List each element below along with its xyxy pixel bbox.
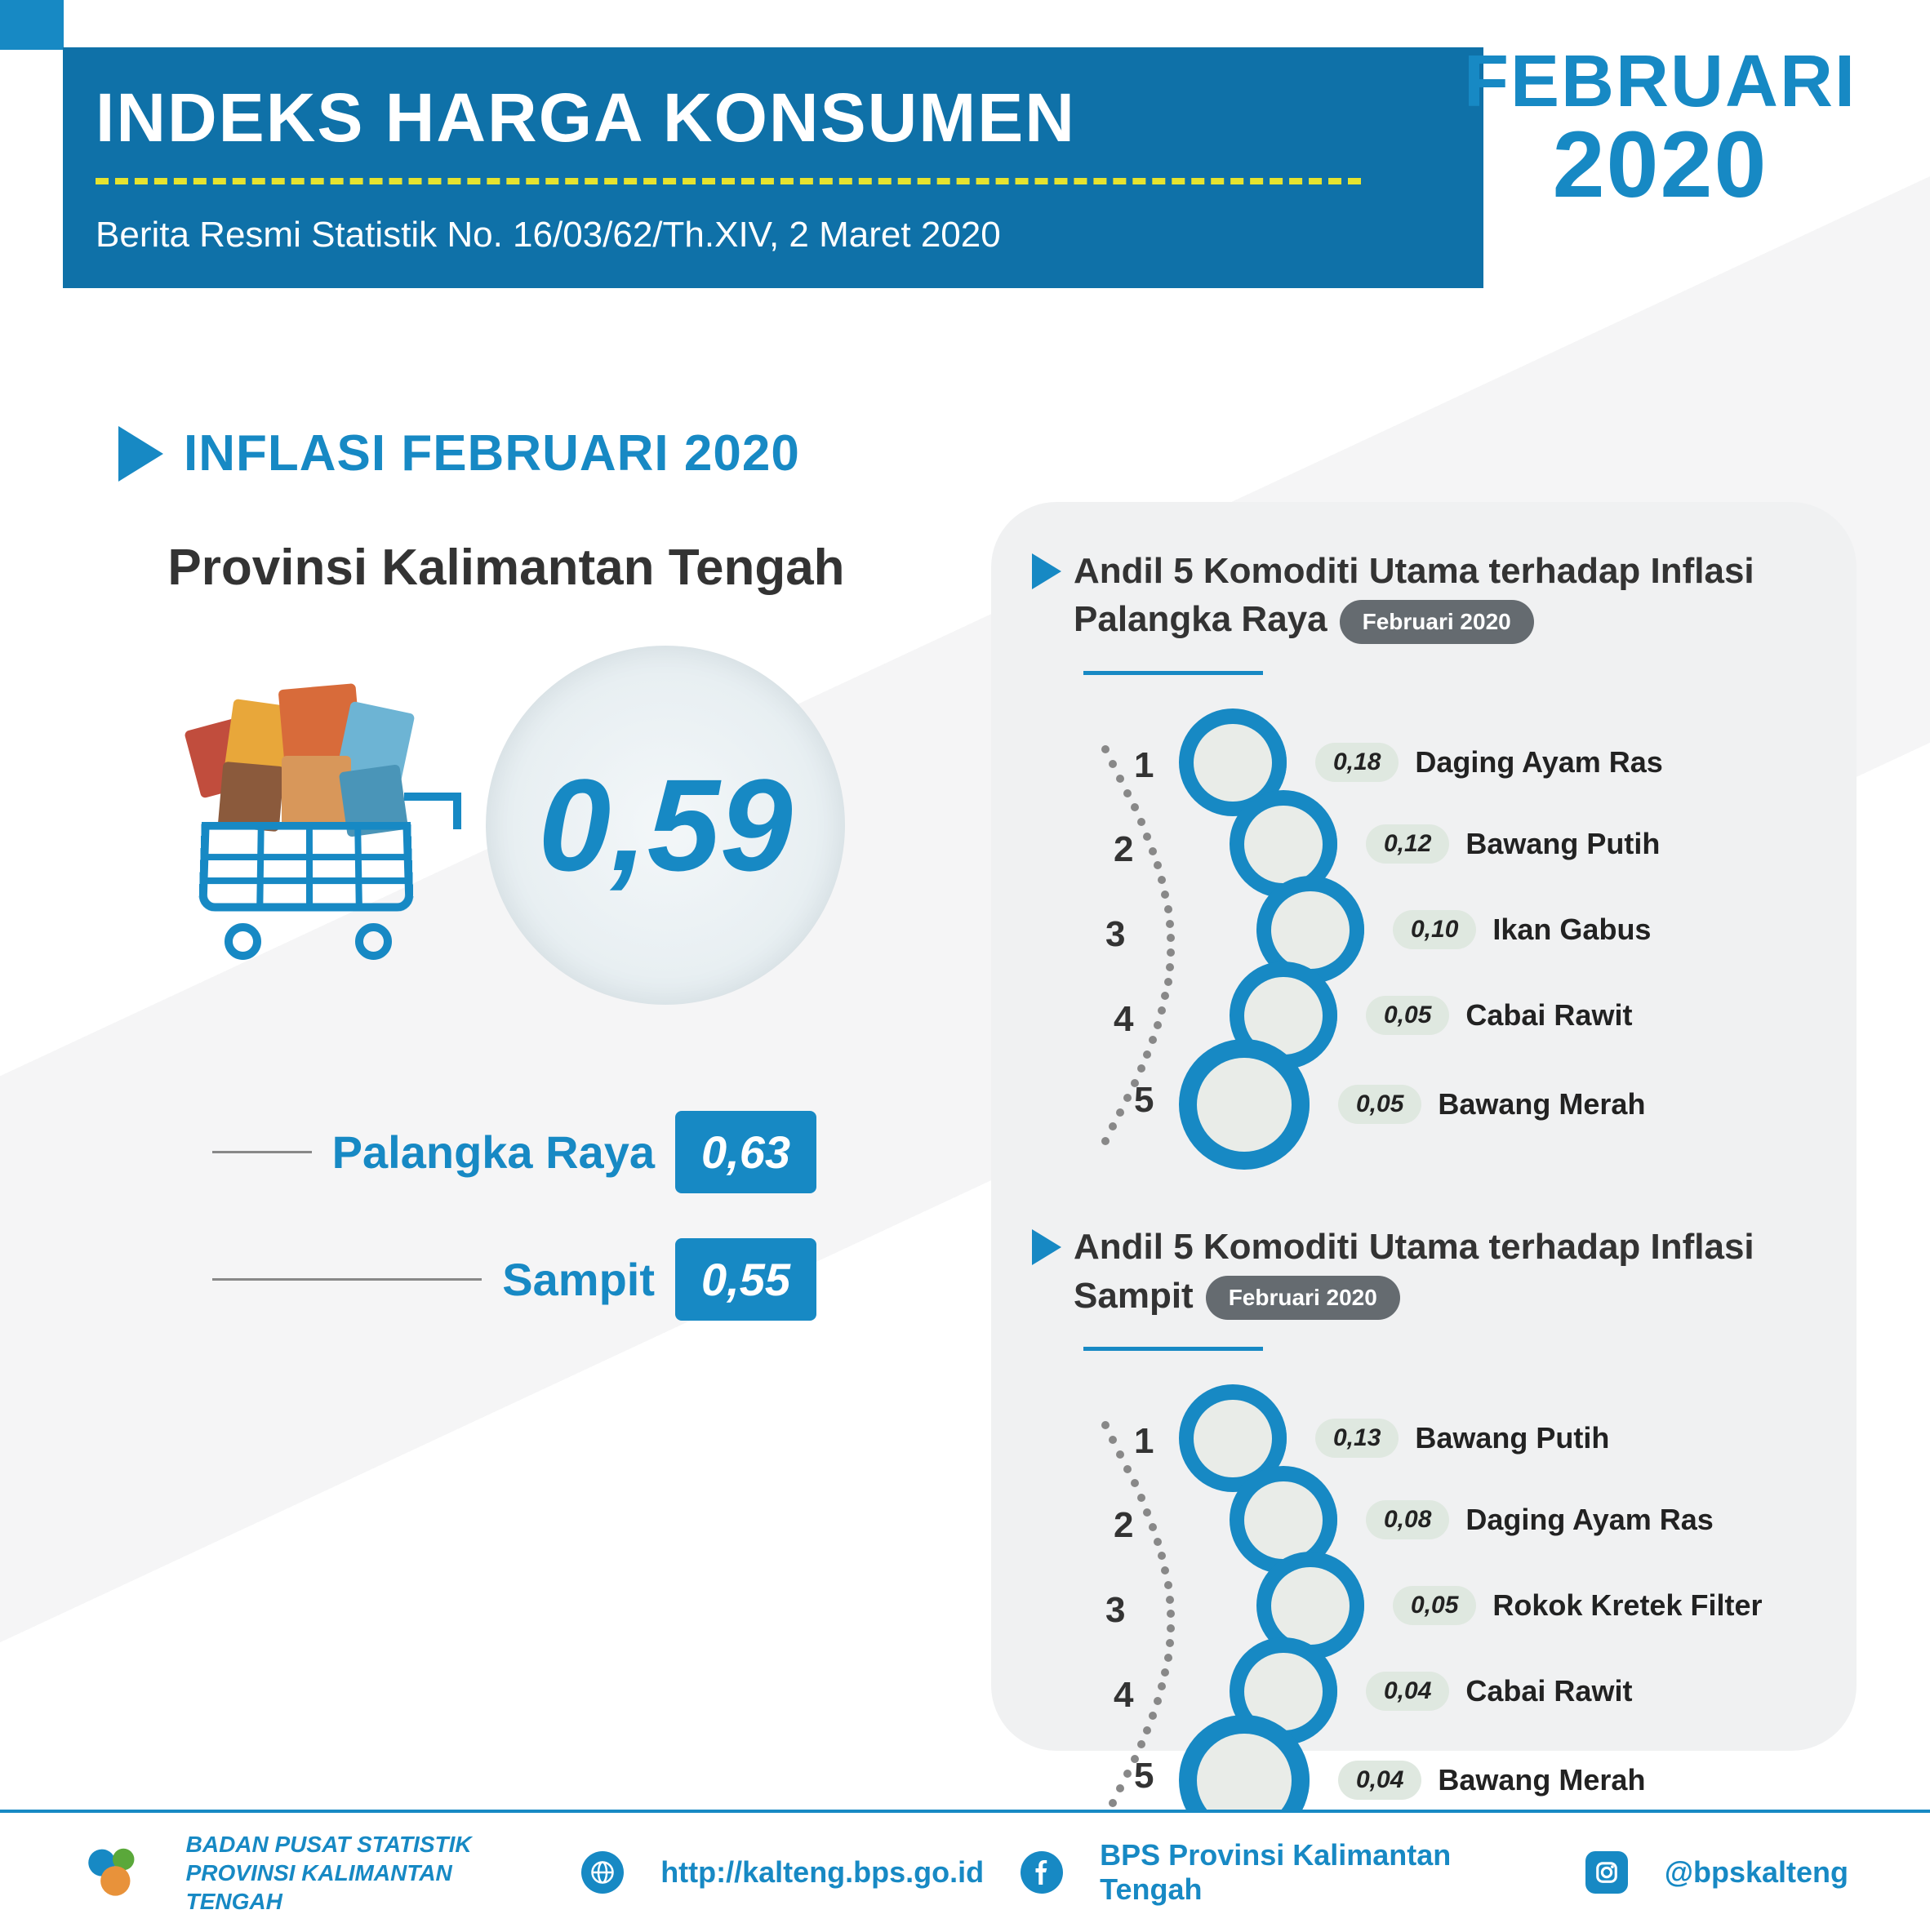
commodity-rank: 2 — [1114, 829, 1133, 870]
footer-web: http://kalteng.bps.go.id — [660, 1855, 984, 1890]
city-value: 0,55 — [675, 1238, 816, 1321]
city-value: 0,63 — [675, 1111, 816, 1193]
commodity-bubble — [1179, 1039, 1310, 1170]
commodity-group-title: Andil 5 Komoditi Utama terhadap InflasiS… — [1074, 1223, 1754, 1368]
commodity-label: Rokok Kretek Filter — [1492, 1588, 1762, 1623]
commodity-label: Daging Ayam Ras — [1465, 1503, 1713, 1537]
commodity-value: 0,13 — [1315, 1419, 1399, 1458]
city-row: Palangka Raya 0,63 — [212, 1111, 816, 1193]
commodity-rank: 1 — [1134, 745, 1154, 786]
facebook-icon — [1021, 1851, 1063, 1894]
commodity-value: 0,18 — [1315, 743, 1399, 782]
left-panel: Provinsi Kalimantan Tengah 0,59 Palangka… — [65, 539, 947, 1366]
triangle-icon — [1032, 1229, 1061, 1265]
footer-ig: @bpskalteng — [1665, 1855, 1848, 1890]
commodity-rank: 3 — [1105, 1590, 1125, 1631]
commodity-label: Bawang Merah — [1438, 1087, 1645, 1121]
city-list: Palangka Raya 0,63 Sampit 0,55 — [212, 1111, 947, 1321]
header-banner: INDEKS HARGA KONSUMEN Berita Resmi Stati… — [63, 47, 1483, 288]
commodity-value: 0,05 — [1338, 1085, 1421, 1124]
commodity-group-header: Andil 5 Komoditi Utama terhadap InflasiP… — [1032, 547, 1816, 692]
commodity-rank: 3 — [1105, 914, 1125, 955]
triangle-icon — [1032, 553, 1061, 589]
header-divider — [96, 178, 1361, 184]
commodity-rank: 4 — [1114, 1675, 1133, 1716]
commodity-label: Cabai Rawit — [1465, 1674, 1632, 1708]
header-subtitle: Berita Resmi Statistik No. 16/03/62/Th.X… — [96, 215, 1001, 255]
section-header: INFLASI FEBRUARI 2020 — [118, 424, 800, 482]
footer-fb: BPS Provinsi Kalimantan Tengah — [1100, 1838, 1549, 1907]
period-box: FEBRUARI 2020 — [1464, 45, 1857, 212]
commodity-label: Cabai Rawit — [1465, 998, 1632, 1033]
commodity-value: 0,08 — [1366, 1500, 1449, 1539]
bps-logo-icon — [82, 1838, 149, 1908]
org-name: BADAN PUSAT STATISTIKPROVINSI KALIMANTAN… — [186, 1830, 545, 1916]
globe-icon — [581, 1851, 624, 1894]
commodity-rank: 1 — [1134, 1421, 1154, 1462]
period-month: FEBRUARI — [1464, 45, 1857, 118]
period-pill: Februari 2020 — [1340, 600, 1534, 644]
period-pill: Februari 2020 — [1206, 1276, 1400, 1320]
main-value-circle: 0,59 — [486, 646, 845, 1005]
commodity-value: 0,05 — [1393, 1586, 1476, 1625]
commodity-image-icon — [1244, 1481, 1322, 1559]
commodity-label: Bawang Putih — [1465, 827, 1660, 861]
footer: BADAN PUSAT STATISTIKPROVINSI KALIMANTAN… — [0, 1810, 1930, 1932]
corner-accent — [0, 0, 64, 50]
commodity-label: Daging Ayam Ras — [1415, 745, 1662, 779]
commodity-rank: 5 — [1134, 1756, 1154, 1797]
city-row: Sampit 0,55 — [212, 1238, 816, 1321]
city-name: Sampit — [502, 1253, 655, 1306]
commodity-label: Bawang Merah — [1438, 1763, 1645, 1797]
commodity-value: 0,04 — [1338, 1761, 1421, 1800]
commodity-value: 0,05 — [1366, 996, 1449, 1035]
commodity-image-icon — [1244, 806, 1322, 883]
commodity-rank: 2 — [1114, 1505, 1133, 1546]
commodity-image-icon — [1197, 1058, 1291, 1152]
commodity-group-title: Andil 5 Komoditi Utama terhadap InflasiP… — [1074, 547, 1754, 692]
commodity-value: 0,10 — [1393, 910, 1476, 949]
commodity-label: Ikan Gabus — [1492, 913, 1651, 947]
right-panel: Andil 5 Komoditi Utama terhadap InflasiP… — [991, 502, 1857, 1751]
province-label: Provinsi Kalimantan Tengah — [65, 539, 947, 597]
commodity-list: 10,13Bawang Putih20,08Daging Ayam Ras30,… — [1179, 1384, 1816, 1850]
period-year: 2020 — [1464, 118, 1857, 212]
header-title: INDEKS HARGA KONSUMEN — [96, 78, 1076, 158]
commodity-image-icon — [1271, 891, 1349, 969]
commodity-label: Bawang Putih — [1415, 1421, 1609, 1455]
instagram-icon — [1585, 1851, 1628, 1894]
triangle-icon — [118, 426, 163, 482]
city-name: Palangka Raya — [332, 1126, 655, 1179]
shopping-cart-icon — [167, 682, 453, 968]
commodity-rank: 4 — [1114, 999, 1133, 1040]
commodity-list: 10,18Daging Ayam Ras20,12Bawang Putih30,… — [1179, 708, 1816, 1174]
commodity-group-header: Andil 5 Komoditi Utama terhadap InflasiS… — [1032, 1223, 1816, 1368]
commodity-value: 0,12 — [1366, 824, 1449, 864]
commodity-value: 0,04 — [1366, 1672, 1449, 1711]
section-title: INFLASI FEBRUARI 2020 — [184, 424, 800, 482]
commodity-item: 0,05 Bawang Merah — [1179, 1039, 1645, 1170]
province-value: 0,59 — [538, 750, 792, 900]
commodity-image-icon — [1271, 1567, 1349, 1645]
commodity-rank: 5 — [1134, 1080, 1154, 1121]
